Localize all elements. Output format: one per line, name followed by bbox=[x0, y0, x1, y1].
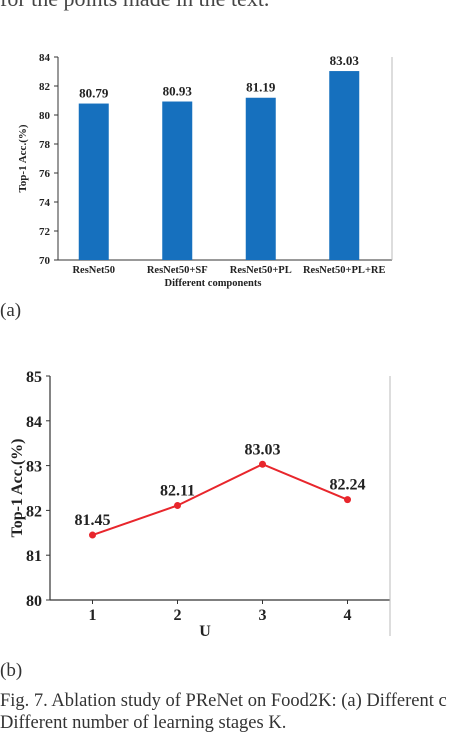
header-text: for the points made in the text. bbox=[0, 0, 269, 12]
y-tick-label: 83 bbox=[26, 459, 42, 476]
x-tick-label: ResNet50+SF bbox=[147, 265, 208, 276]
y-tick-label: 74 bbox=[39, 197, 51, 209]
bar-value-label: 83.03 bbox=[330, 53, 360, 68]
x-tick-label: 1 bbox=[89, 607, 97, 624]
y-tick-label: 80 bbox=[26, 593, 42, 610]
bar-value-label: 80.93 bbox=[163, 84, 193, 99]
x-tick-label: ResNet50+PL bbox=[230, 265, 292, 276]
line-chart: 80 81 82 83 84 85 1 2 3 4 81.45 82.11 83.03 82.24 U Top… bbox=[9, 369, 391, 640]
data-value-label: 81.45 bbox=[75, 512, 111, 529]
y-tick-label: 72 bbox=[39, 226, 51, 238]
data-value-label: 82.24 bbox=[330, 477, 366, 494]
y-tick-label: 82 bbox=[26, 503, 42, 520]
y-tick-label: 76 bbox=[39, 168, 51, 180]
bar-value-label: 80.79 bbox=[79, 86, 109, 101]
bar bbox=[329, 71, 360, 260]
bar bbox=[245, 97, 276, 260]
y-tick-label: 84 bbox=[26, 414, 42, 431]
x-axis-title: U bbox=[199, 623, 211, 640]
x-tick-label: 2 bbox=[174, 607, 182, 624]
series-line bbox=[92, 463, 348, 536]
panel-label-b: (b) bbox=[0, 660, 23, 681]
x-tick-label: ResNet50 bbox=[72, 265, 115, 276]
y-tick-label: 82 bbox=[39, 81, 51, 93]
data-value-label: 82.11 bbox=[160, 482, 195, 499]
y-axis-title: Top-1 Acc.(%) bbox=[17, 124, 29, 192]
figure-caption-line-1: Fig. 7. Ablation study of PReNet on Food… bbox=[0, 691, 447, 711]
y-tick-label: 84 bbox=[39, 52, 51, 64]
y-tick-label: 70 bbox=[39, 255, 51, 267]
x-tick-label: 3 bbox=[259, 607, 267, 624]
bar-value-label: 81.19 bbox=[246, 80, 276, 95]
y-tick-label: 78 bbox=[39, 139, 51, 151]
bar-chart: 70 72 74 76 78 80 82 84 80.79 ResNet50 80.93 ResNet… bbox=[17, 52, 393, 289]
bar bbox=[78, 103, 109, 260]
data-value-label: 83.03 bbox=[245, 441, 281, 458]
data-point bbox=[89, 531, 96, 539]
data-point bbox=[174, 501, 181, 509]
figure-caption-line-2: Different number of learning stages K. bbox=[0, 713, 287, 733]
x-axis-title: Different components bbox=[165, 278, 262, 289]
y-tick-label: 85 bbox=[26, 369, 42, 386]
y-axis-title: Top-1 Acc.(%) bbox=[9, 439, 26, 538]
x-tick-label: ResNet50+PL+RE bbox=[303, 265, 386, 276]
bar bbox=[162, 101, 193, 260]
x-tick-label: 4 bbox=[344, 607, 352, 624]
y-tick-label: 80 bbox=[39, 110, 51, 122]
data-point bbox=[344, 496, 351, 504]
data-point bbox=[259, 460, 266, 468]
y-tick-label: 81 bbox=[26, 548, 42, 565]
panel-label-a: (a) bbox=[0, 300, 22, 321]
